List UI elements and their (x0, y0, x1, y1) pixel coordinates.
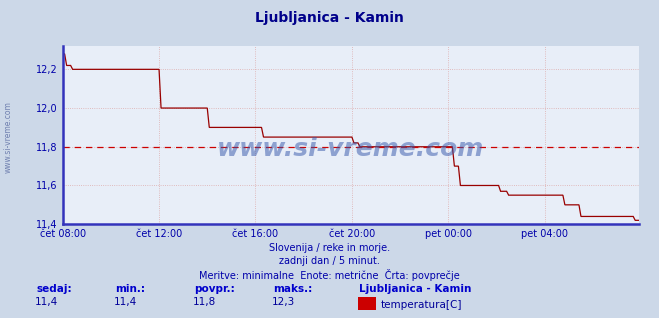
Text: 12,3: 12,3 (272, 297, 295, 307)
Text: temperatura[C]: temperatura[C] (381, 300, 463, 310)
Text: sedaj:: sedaj: (36, 284, 72, 294)
Text: 11,8: 11,8 (192, 297, 216, 307)
Text: 11,4: 11,4 (34, 297, 58, 307)
Text: povpr.:: povpr.: (194, 284, 235, 294)
Text: Ljubljanica - Kamin: Ljubljanica - Kamin (255, 11, 404, 25)
Text: maks.:: maks.: (273, 284, 313, 294)
Text: Meritve: minimalne  Enote: metrične  Črta: povprečje: Meritve: minimalne Enote: metrične Črta:… (199, 269, 460, 281)
Text: Ljubljanica - Kamin: Ljubljanica - Kamin (359, 284, 472, 294)
Text: zadnji dan / 5 minut.: zadnji dan / 5 minut. (279, 256, 380, 266)
Text: min.:: min.: (115, 284, 146, 294)
Text: www.si-vreme.com: www.si-vreme.com (3, 101, 13, 173)
Text: www.si-vreme.com: www.si-vreme.com (217, 137, 484, 162)
Text: 11,4: 11,4 (113, 297, 137, 307)
Text: Slovenija / reke in morje.: Slovenija / reke in morje. (269, 243, 390, 253)
